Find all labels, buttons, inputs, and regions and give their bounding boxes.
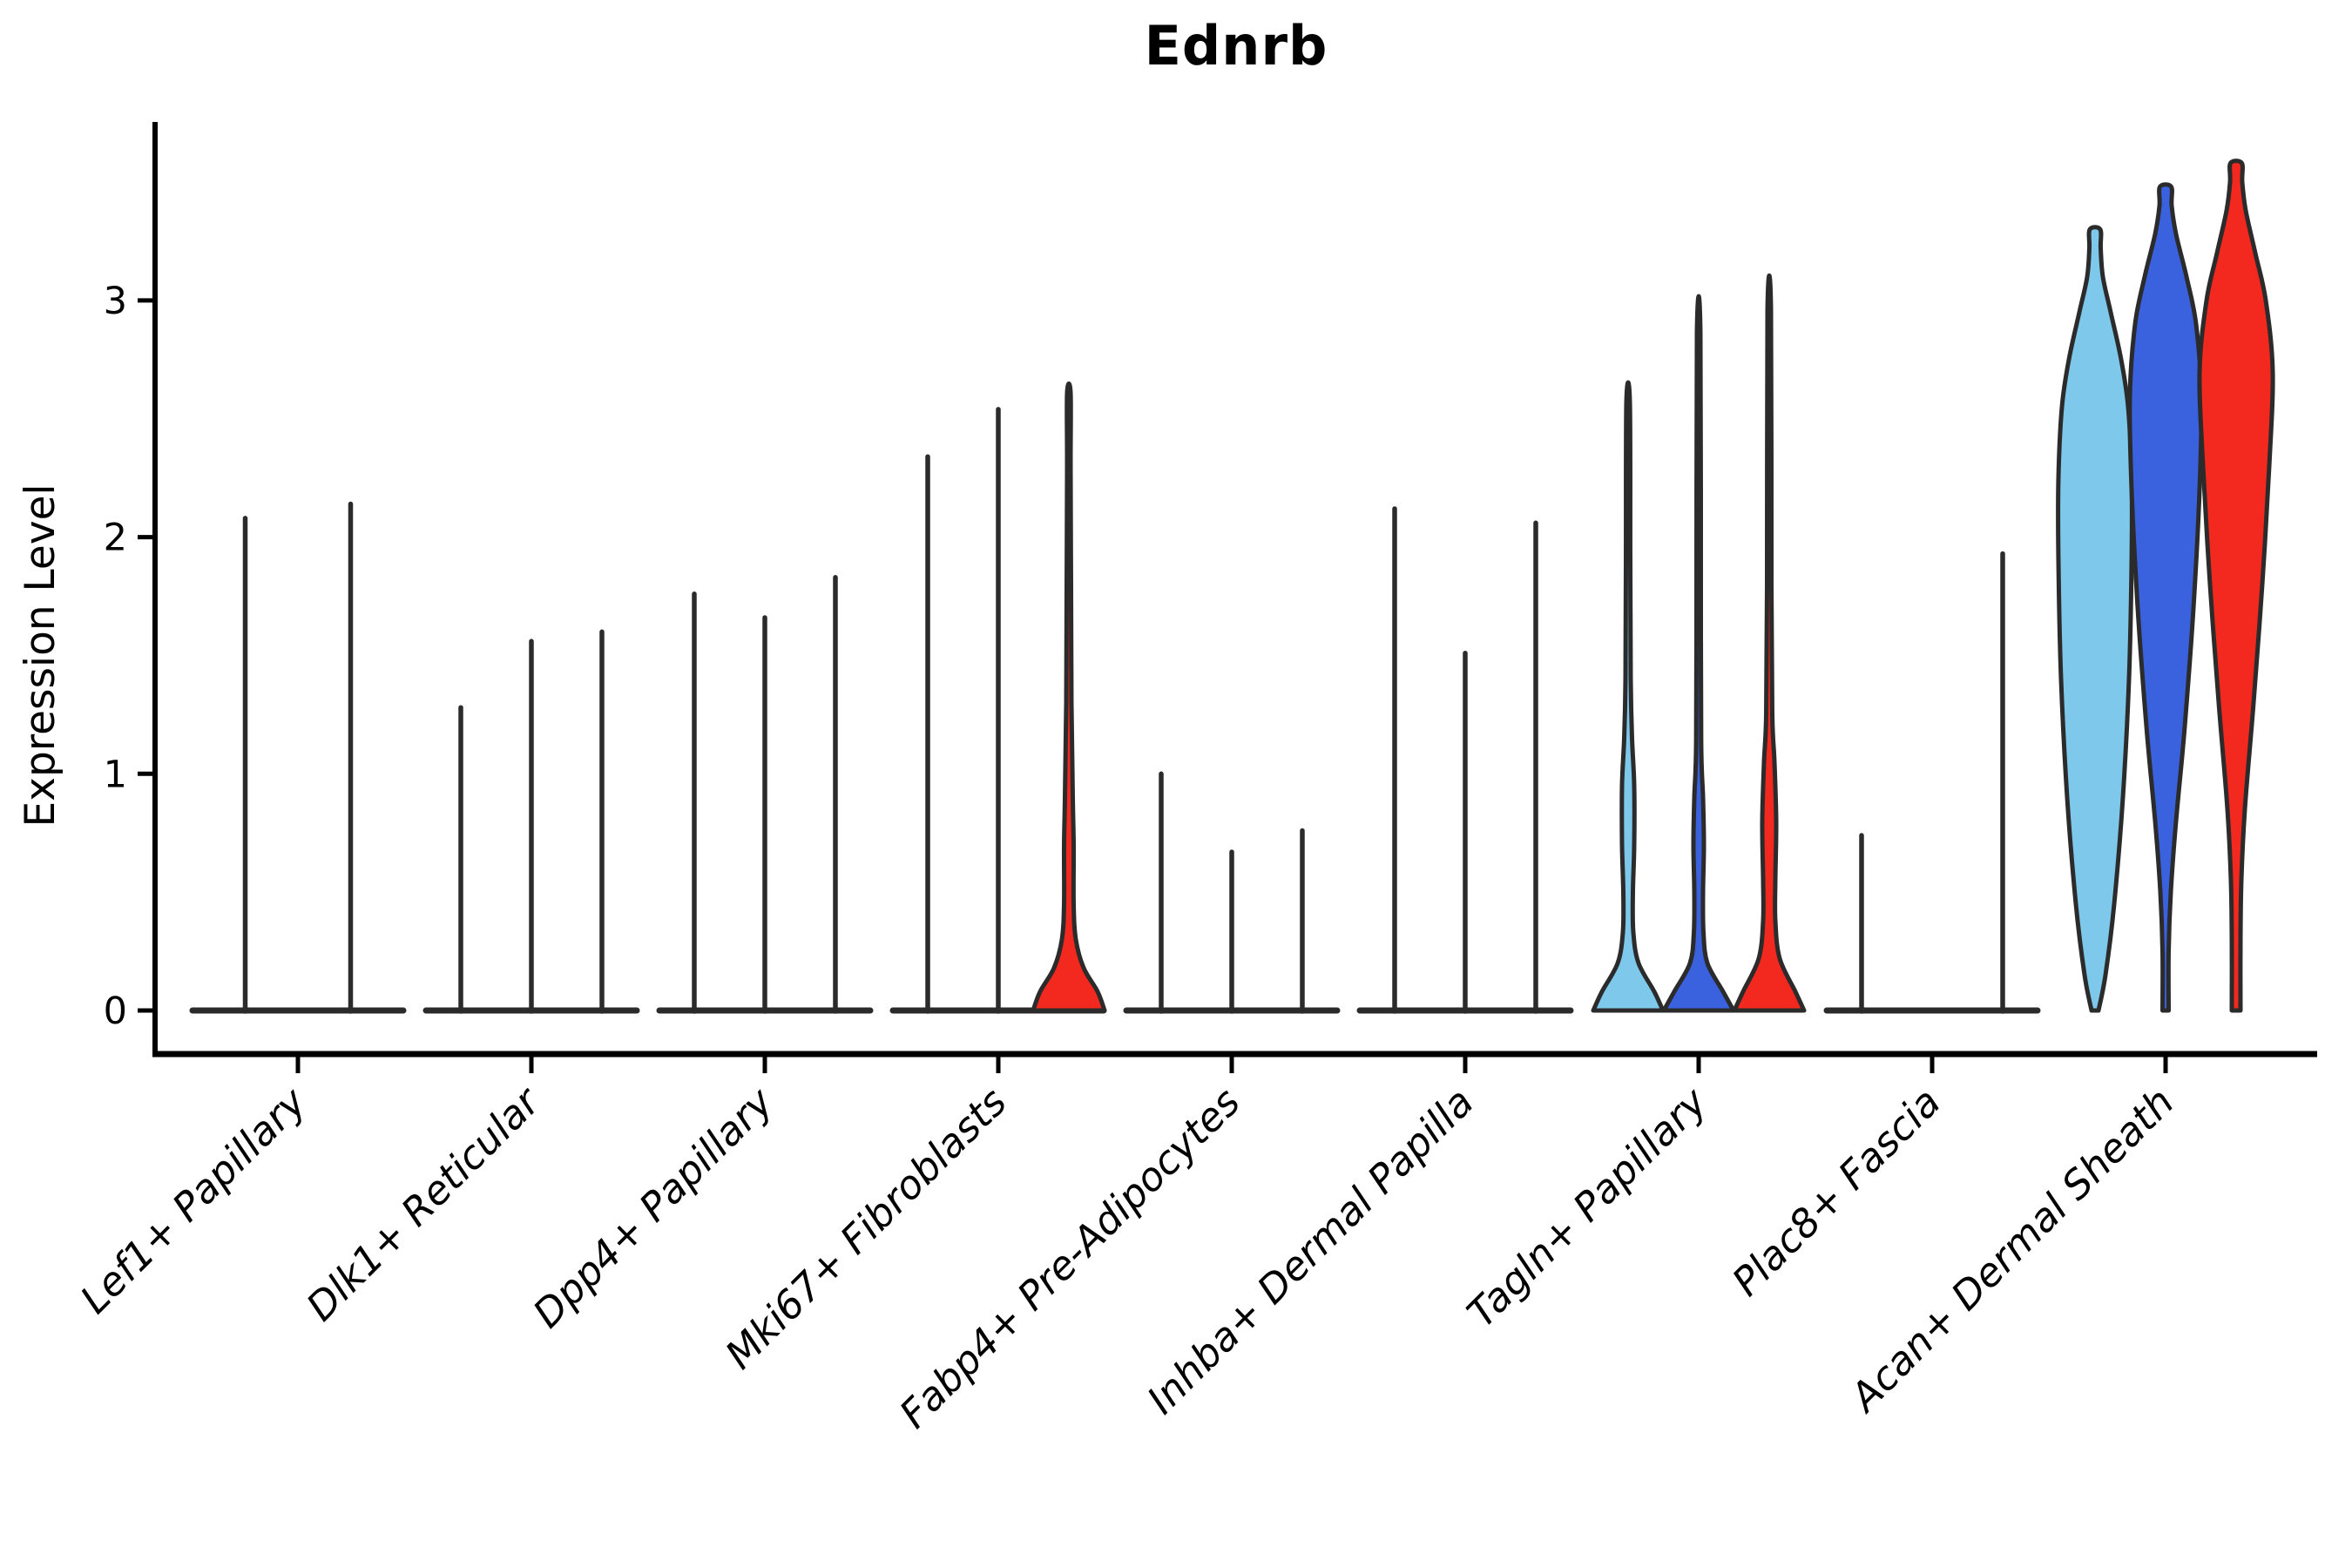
y-tick-label: 2 bbox=[104, 517, 127, 560]
x-tick-label: Plac8+ Fascia bbox=[1723, 1078, 1950, 1305]
violin-body bbox=[2197, 159, 2275, 1013]
y-tick-label: 1 bbox=[104, 753, 127, 796]
violin-body bbox=[1591, 380, 1666, 1013]
x-tick-label: Dpp4+ Papillary bbox=[524, 1078, 783, 1336]
violin-body bbox=[2056, 225, 2134, 1013]
chart-title: Ednrb bbox=[1144, 14, 1328, 78]
x-tick-label: Dlk1+ Reticular bbox=[297, 1078, 550, 1330]
x-tick-label: Tagln+ Papillary bbox=[1458, 1078, 1717, 1336]
violin-body bbox=[1732, 274, 1807, 1013]
y-tick-label: 0 bbox=[104, 990, 127, 1033]
violin-body bbox=[1031, 381, 1107, 1013]
violin-body bbox=[1661, 294, 1736, 1013]
y-tick-label: 3 bbox=[104, 280, 127, 323]
x-tick-label: Lef1+ Papillary bbox=[71, 1078, 316, 1322]
y-axis-label: Expression Level bbox=[17, 483, 64, 827]
violin-body bbox=[2127, 182, 2204, 1013]
